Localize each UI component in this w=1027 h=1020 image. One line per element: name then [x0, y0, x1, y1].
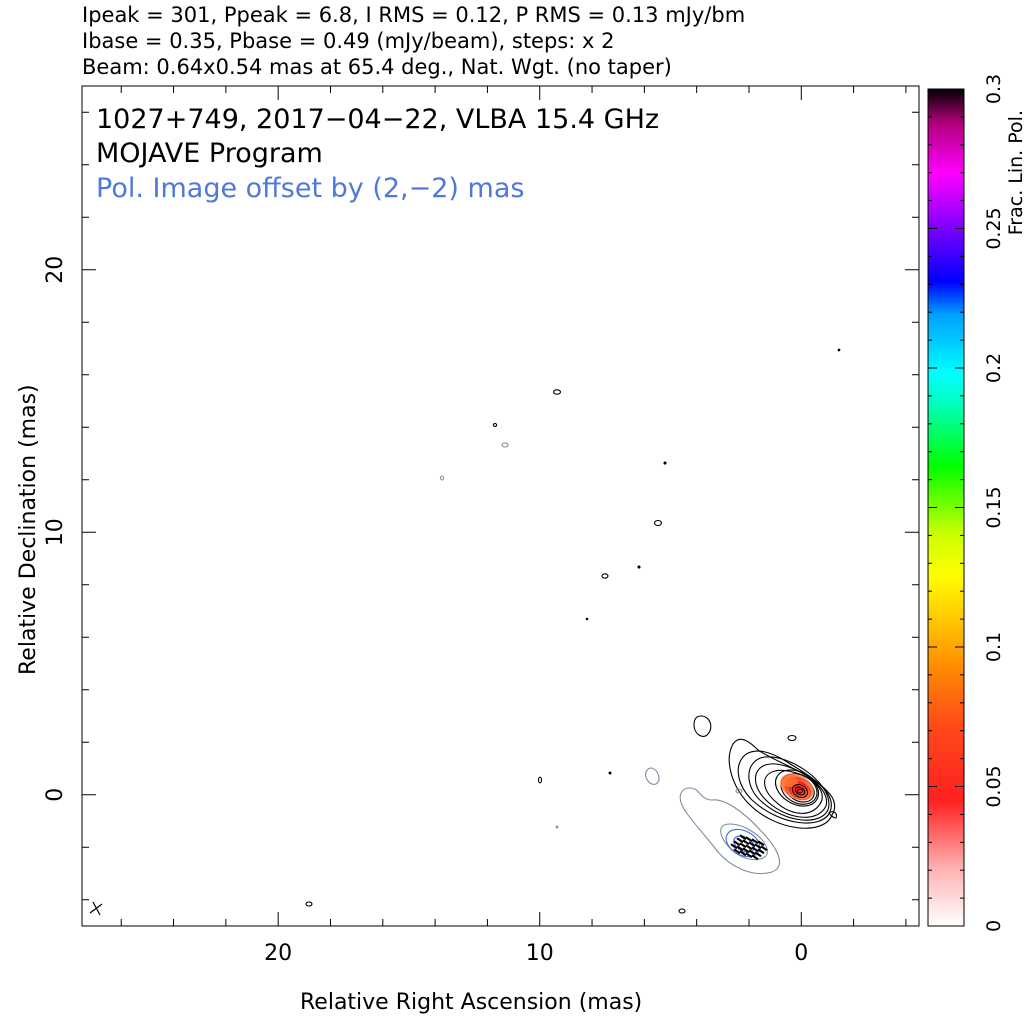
- evpa-stick: [751, 846, 759, 853]
- evpa-stick: [745, 852, 753, 859]
- beam-minor-axis: [92, 901, 101, 916]
- frac-pol-core-edge: [782, 777, 798, 787]
- evpa-stick: [742, 847, 750, 854]
- colorbar-tick-label: 0.2: [983, 353, 1005, 383]
- header-line-1: Ipeak = 301, Ppeak = 6.8, I RMS = 0.12, …: [82, 3, 746, 27]
- evpa-stick: [760, 845, 768, 852]
- i-inner-contour-3: [797, 788, 803, 794]
- colorbar: 0 0.05 0.1 0.15 0.2 0.25 0.3 Frac. Lin. Pol.: [927, 74, 1027, 932]
- header-line-2: Ibase = 0.35, Pbase = 0.49 (mJy/beam), s…: [82, 29, 615, 53]
- colorbar-tick-label: 0.1: [983, 632, 1005, 662]
- x-tick-label: 0: [794, 941, 808, 966]
- axis-tick-labels: 20 10 0 0 10 20: [43, 256, 808, 966]
- i-contour-blob-10: [678, 908, 686, 914]
- colorbar-title: Frac. Lin. Pol.: [1005, 110, 1027, 235]
- evpa-stick: [733, 840, 741, 847]
- evpa-stick: [730, 843, 738, 850]
- y-tick-label: 10: [43, 518, 68, 546]
- evpa-stick: [739, 850, 747, 857]
- i-contour-dot-3: [608, 771, 612, 775]
- evpa-stick: [739, 842, 747, 849]
- evpa-stick: [757, 848, 765, 855]
- evpa-stick: [736, 845, 744, 852]
- axis-ticks: [82, 86, 919, 926]
- pol-contour-blob-2: [735, 788, 743, 794]
- y-tick-label: 20: [43, 256, 68, 284]
- i-contour-blob-4: [552, 389, 562, 395]
- evpa-stick: [748, 849, 756, 856]
- source-label: 1027+749, 2017−04−22, VLBA 15.4 GHz: [96, 104, 660, 135]
- evpa-stick: [757, 840, 765, 847]
- i-contour-blob-9: [305, 901, 313, 907]
- evpa-stick: [733, 848, 741, 855]
- header-line-3: Beam: 0.64x0.54 mas at 65.4 deg., Nat. W…: [82, 55, 672, 79]
- i-contour-7: [748, 756, 830, 821]
- i-contour-blob-8: [537, 776, 543, 784]
- y-tick-label: 0: [43, 788, 68, 802]
- colorbar-tick-label: 0.3: [983, 74, 1005, 104]
- evpa-stick: [745, 836, 753, 843]
- evpa-stick: [751, 838, 759, 845]
- beam-marker: [89, 901, 103, 916]
- i-contour-blob-6: [653, 519, 663, 527]
- evpa-stick: [751, 854, 759, 861]
- pol-contour-dot-1: [555, 825, 559, 829]
- i-contour-dot-4: [837, 348, 841, 352]
- y-axis-title: Relative Declination (mas): [16, 384, 41, 675]
- pol-contour-outer: [679, 787, 781, 875]
- evpa-vectors: [730, 834, 768, 861]
- i-contour-blob-1: [693, 715, 712, 737]
- pol-contour-blob-3: [501, 442, 509, 448]
- stokes-i-contours: [305, 348, 841, 914]
- program-label: MOJAVE Program: [96, 138, 323, 169]
- offset-label: Pol. Image offset by (2,−2) mas: [96, 173, 525, 204]
- evpa-stick: [748, 841, 756, 848]
- evpa-stick: [736, 837, 744, 844]
- evpa-stick: [754, 851, 762, 858]
- x-tick-label: 20: [264, 941, 292, 966]
- pol-contour-blob-1: [645, 767, 660, 785]
- i-contour-dot-1: [663, 461, 667, 465]
- i-contour-blob-3: [828, 811, 837, 819]
- i-contour-9: [728, 738, 836, 829]
- evpa-stick: [754, 843, 762, 850]
- i-inner-contour-2: [794, 786, 806, 796]
- colorbar-tick-label: 0.05: [983, 765, 1005, 807]
- colorbar-tick-label: 0: [983, 920, 1005, 932]
- pol-contour-blob-4: [439, 475, 445, 481]
- i-contour-5: [764, 769, 823, 814]
- colorbar-ticks: 0 0.05 0.1 0.15 0.2 0.25 0.3: [928, 74, 1005, 932]
- i-contour-8: [737, 750, 832, 824]
- evpa-stick: [742, 839, 750, 846]
- stokes-i-inner-contours: [791, 784, 809, 798]
- x-axis-title: Relative Right Ascension (mas): [300, 990, 643, 1015]
- i-contour-blob-5: [492, 422, 498, 428]
- colorbar-tick-label: 0.25: [983, 207, 1005, 249]
- evpa-stick: [745, 844, 753, 851]
- i-contour-dot-2: [637, 565, 641, 569]
- evpa-stick: [739, 834, 747, 841]
- i-contour-blob-2: [787, 734, 797, 742]
- plot-frame: [81, 85, 920, 927]
- i-inner-contour-1: [791, 784, 809, 798]
- i-contour-dot-5: [585, 617, 589, 621]
- pol-inner-contour-1: [725, 828, 761, 858]
- i-contour-blob-7: [601, 573, 609, 579]
- polarization-contours: [439, 442, 781, 875]
- colorbar-tick-label: 0.15: [983, 486, 1005, 528]
- x-tick-label: 10: [526, 941, 554, 966]
